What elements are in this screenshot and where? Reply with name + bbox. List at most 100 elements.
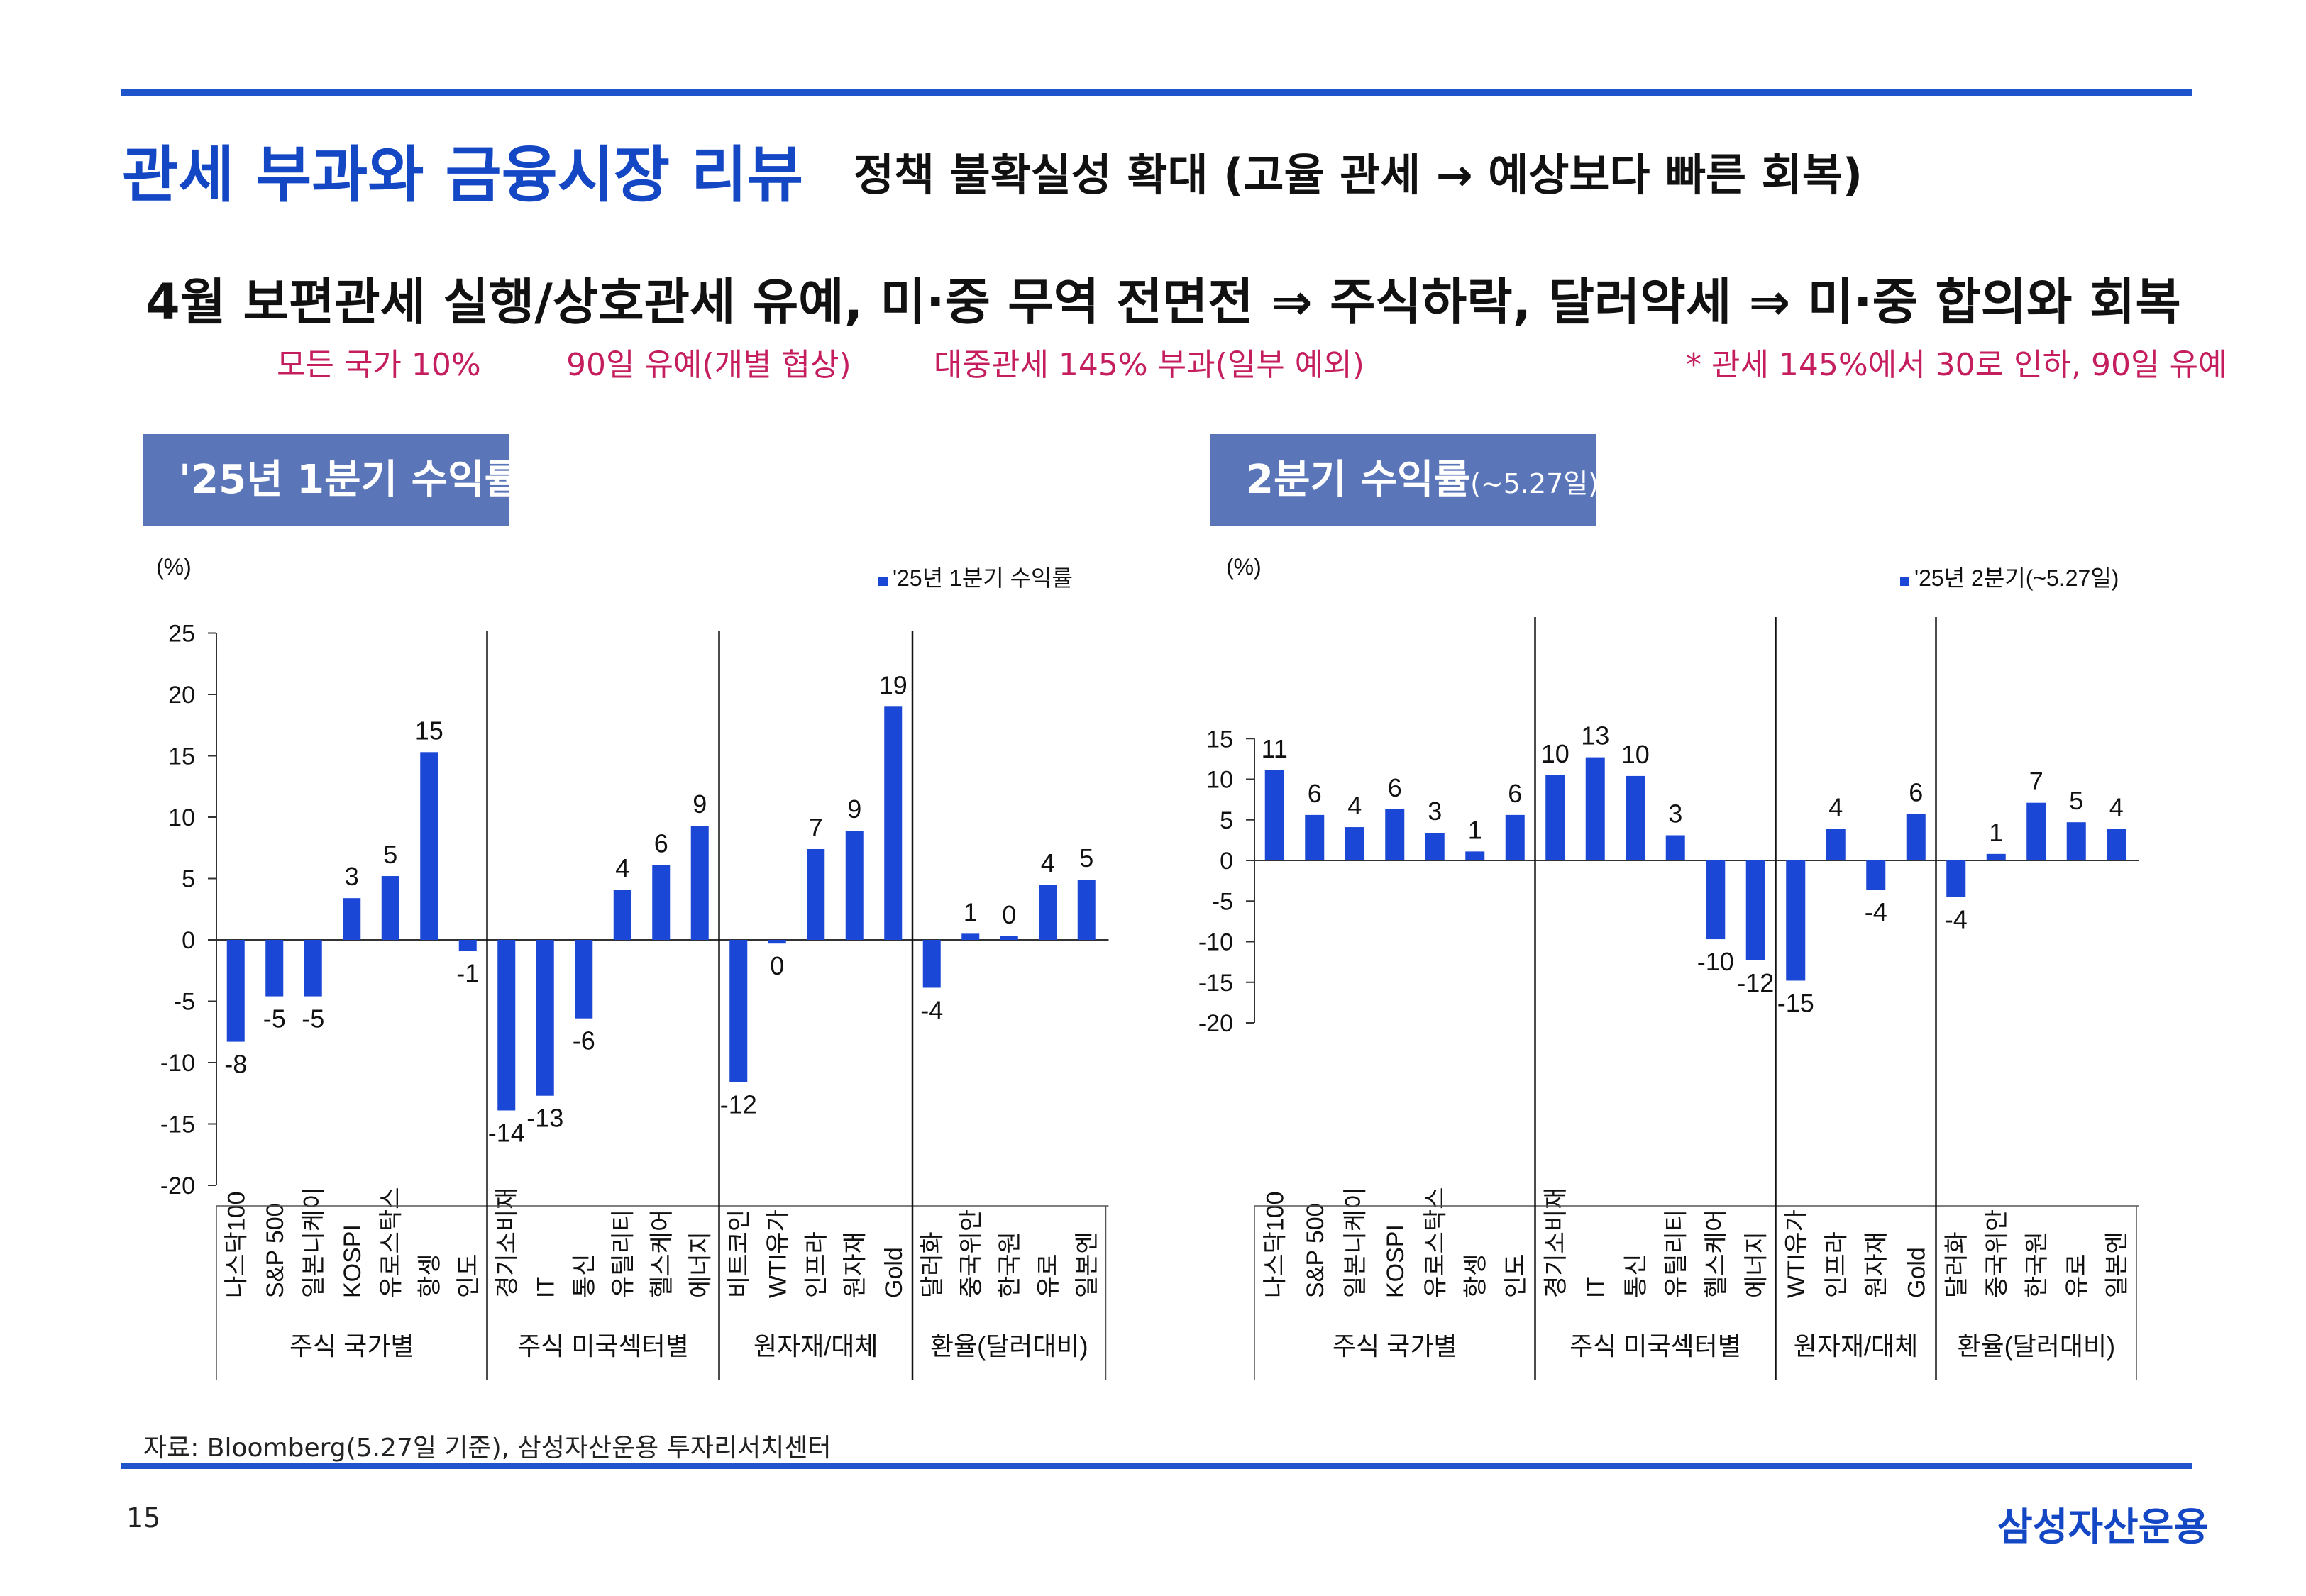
bottom-rule: [121, 1463, 2192, 1469]
data-label: 13: [1581, 721, 1609, 750]
category-label: IT: [532, 1277, 559, 1298]
category-label: KOSPI: [1382, 1224, 1409, 1298]
y-tick-label: 15: [1206, 726, 1233, 753]
bar: [1425, 833, 1445, 860]
bar: [807, 848, 825, 940]
y-tick-label: -20: [1198, 1010, 1233, 1037]
bar: [1826, 829, 1846, 860]
y-tick-label: 10: [1206, 767, 1233, 794]
group-label: 주식 미국섹터별: [1569, 1331, 1741, 1361]
category-label: 나스닥100: [223, 1191, 250, 1298]
category-label: 통신: [1623, 1253, 1650, 1298]
y-unit-label: (%): [1226, 554, 1262, 580]
data-label: 3: [1668, 799, 1682, 829]
category-label: 일본엔: [1074, 1231, 1100, 1298]
bar: [458, 940, 477, 951]
data-label: -10: [1697, 947, 1734, 976]
data-label: -6: [573, 1026, 595, 1055]
data-label: -13: [526, 1104, 563, 1133]
note-universal-tariff: 모든 국가 10%: [277, 347, 481, 383]
data-label: 10: [1541, 739, 1569, 768]
bar: [1385, 809, 1405, 860]
bar: [1345, 827, 1364, 860]
bar: [2026, 802, 2046, 860]
legend-swatch: [1900, 577, 1909, 586]
category-label: Gold: [1903, 1247, 1930, 1298]
category-label: 한국원: [996, 1231, 1023, 1298]
group-label: 환율(달러대비): [930, 1331, 1088, 1361]
q1-returns-tag: '25년 1분기 수익률: [143, 434, 521, 526]
group-label: 환율(달러대비): [1957, 1331, 2115, 1361]
y-tick-label: -10: [1198, 929, 1233, 956]
q2-returns-tag-label: 2분기 수익률: [1246, 457, 1471, 503]
data-label: 1: [1468, 815, 1482, 844]
bar: [1866, 860, 1886, 890]
bar: [1305, 814, 1325, 860]
category-label: S&P 500: [262, 1203, 289, 1298]
data-label: -5: [263, 1004, 286, 1033]
data-label: 15: [415, 716, 443, 745]
top-rule: [121, 89, 2192, 96]
legend-label: '25년 2분기(~5.27일): [1914, 565, 2119, 591]
group-label: 원자재/대체: [754, 1331, 878, 1361]
bar: [613, 890, 631, 940]
category-label: 경기소비재: [494, 1187, 521, 1298]
data-label: 1: [964, 897, 978, 926]
bar: [1626, 775, 1645, 860]
category-label: WTI유가: [1783, 1209, 1810, 1298]
y-tick-label: -5: [1212, 888, 1233, 915]
category-label: 통신: [571, 1253, 598, 1298]
data-label: 0: [770, 951, 784, 980]
page-subtitle: 정책 불확실성 확대 (고율 관세 → 예상보다 빠른 회복): [854, 149, 1863, 201]
y-tick-label: 25: [168, 621, 195, 648]
y-tick-label: -15: [160, 1112, 195, 1138]
category-label: 인도: [1502, 1253, 1529, 1298]
data-label: 3: [1428, 797, 1442, 826]
data-label: 7: [809, 813, 823, 842]
category-label: 중국위안: [958, 1209, 985, 1298]
bar: [845, 831, 864, 940]
y-tick-label: 0: [182, 927, 195, 954]
data-label: 1: [1989, 818, 2003, 847]
category-label: 달러화: [1943, 1231, 1970, 1298]
y-unit-label: (%): [156, 554, 192, 580]
category-label: 유로스탁스: [377, 1187, 404, 1298]
category-label: 헬스케어: [649, 1209, 675, 1298]
bar: [884, 706, 903, 940]
category-label: 인도: [455, 1253, 482, 1298]
data-label: 5: [2069, 786, 2083, 815]
data-label: 7: [2029, 767, 2043, 796]
y-tick-label: 5: [182, 866, 195, 893]
data-label: -1: [456, 959, 479, 988]
category-label: 유로: [2063, 1253, 2090, 1298]
group-label: 주식 미국섹터별: [517, 1331, 689, 1361]
category-label: 에너지: [1743, 1231, 1770, 1298]
bar: [343, 898, 361, 940]
bar: [1906, 814, 1926, 860]
bar: [1039, 885, 1057, 940]
category-label: WTI유가: [764, 1209, 791, 1298]
note-china-tariff: 대중관세 145% 부과(일부 예외): [934, 347, 1364, 383]
q1-returns-tag-label: '25년 1분기 수익률: [179, 457, 522, 503]
bar: [1585, 757, 1605, 860]
bar: [652, 865, 671, 940]
category-label: 항셍: [1462, 1253, 1489, 1298]
data-label: 0: [1002, 900, 1016, 929]
data-label: 6: [1388, 773, 1402, 802]
legend-label: '25년 1분기 수익률: [893, 565, 1073, 591]
category-label: Gold: [881, 1247, 907, 1298]
category-label: 중국위안: [1983, 1209, 2010, 1298]
data-label: 9: [847, 794, 861, 824]
y-tick-label: 10: [168, 804, 195, 831]
y-tick-label: -20: [160, 1173, 195, 1199]
category-label: IT: [1582, 1277, 1609, 1298]
bar: [1986, 853, 2006, 860]
data-label: -12: [720, 1090, 757, 1119]
page-title: 관세 부과와 금융시장 리뷰: [122, 140, 804, 211]
group-label: 주식 국가별: [289, 1331, 414, 1361]
data-label: 6: [1508, 779, 1522, 808]
data-label: -15: [1777, 988, 1814, 1017]
bar: [2066, 822, 2086, 860]
y-tick-label: 15: [168, 743, 195, 770]
category-label: 유틸리티: [609, 1209, 636, 1298]
